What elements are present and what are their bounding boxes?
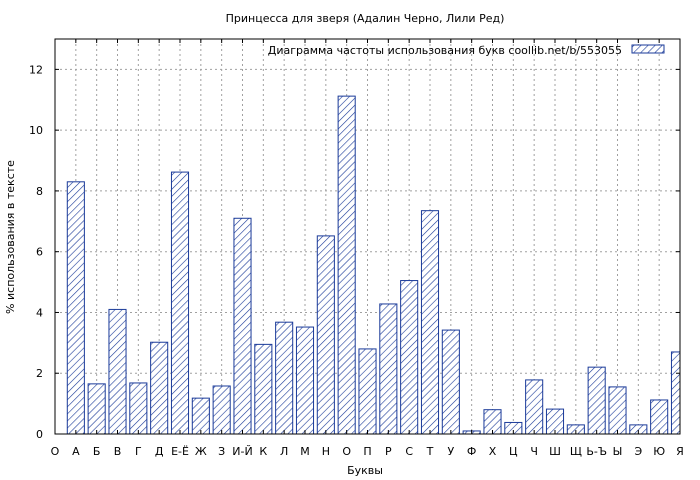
x-axis-label: Буквы — [347, 464, 383, 477]
bar-А — [66, 181, 85, 435]
x-tick-label: О — [342, 445, 351, 458]
x-tick-label: Э — [634, 445, 642, 458]
bar-Д — [150, 341, 169, 435]
bar-Б — [87, 383, 106, 435]
y-tick-label: 12 — [29, 63, 43, 76]
bar-Ы — [608, 386, 627, 435]
bar-У — [441, 329, 460, 435]
x-tick-label: Д — [155, 445, 164, 458]
x-tick-label: Ы — [613, 445, 623, 458]
x-tick-label: О — [51, 445, 60, 458]
bar-В — [108, 308, 127, 435]
x-tick-label: Х — [489, 445, 497, 458]
legend: Диаграмма частоты использования букв coo… — [268, 44, 665, 57]
x-tick-label: Б — [93, 445, 101, 458]
x-tick-label: Ш — [549, 445, 561, 458]
x-tick-label: П — [363, 445, 371, 458]
y-tick-label: 4 — [36, 306, 43, 319]
bar-Е-Ё — [170, 171, 190, 435]
bar-Ю — [650, 399, 669, 435]
y-tick-label: 8 — [36, 185, 43, 198]
x-tick-label: Щ — [570, 445, 582, 458]
x-tick-label: Я — [676, 445, 684, 458]
x-tick-label: А — [72, 445, 80, 458]
bar-Ь-Ъ — [587, 366, 606, 435]
y-tick-label: 10 — [29, 124, 43, 137]
y-axis-label: % использования в тексте — [4, 160, 17, 314]
bar-З — [212, 385, 231, 435]
bar-М — [295, 326, 315, 435]
chart-title: Принцесса для зверя (Адалин Черно, Лили … — [226, 12, 505, 25]
y-tick-label: 0 — [36, 428, 43, 441]
x-tick-label: Р — [385, 445, 392, 458]
bar-С — [400, 280, 419, 435]
legend-text: Диаграмма частоты использования букв coo… — [268, 44, 622, 57]
x-tick-label: Л — [280, 445, 288, 458]
bar-Г — [129, 382, 148, 435]
bar-О — [337, 95, 356, 435]
y-tick-label: 6 — [36, 246, 43, 259]
x-tick-label: Н — [322, 445, 330, 458]
bar-Ч — [525, 379, 544, 435]
y-ticks: 0 2 4 6 8 10 12 — [29, 63, 680, 441]
y-tick-label: 2 — [36, 367, 43, 380]
x-tick-label: Ч — [530, 445, 538, 458]
bars — [66, 95, 681, 435]
x-tick-label: И-Й — [232, 445, 252, 458]
legend-swatch — [631, 44, 665, 54]
bar-Я — [670, 351, 681, 435]
x-tick-label: Ц — [509, 445, 518, 458]
x-tick-label: Т — [426, 445, 434, 458]
x-tick-label: М — [300, 445, 310, 458]
x-tick-label: С — [405, 445, 413, 458]
x-tick-label: Е-Ё — [171, 445, 189, 458]
x-tick-label: Ф — [467, 445, 476, 458]
x-tick-label: В — [114, 445, 122, 458]
x-ticks: О А Б В Г Д Е-Ё Ж З И-Й К Л М Н О П Р С Т У Ф Х Ц Ч Ш Щ Ь-Ъ Ы Э Ю Я — [51, 39, 684, 458]
x-tick-label: Ю — [653, 445, 665, 458]
bar-Ж — [191, 397, 210, 435]
x-tick-label: Ж — [195, 445, 207, 458]
x-tick-label: З — [218, 445, 225, 458]
bar-Т — [420, 210, 440, 435]
x-tick-label: К — [259, 445, 267, 458]
bar-К — [254, 343, 273, 435]
bar-П — [358, 348, 377, 435]
bar-И-Й — [233, 217, 252, 435]
x-tick-label: Ь-Ъ — [586, 445, 607, 458]
x-tick-label: Г — [135, 445, 142, 458]
bar-Н — [316, 235, 335, 435]
x-tick-label: У — [447, 445, 454, 458]
bar-Р — [379, 303, 398, 435]
bar-Л — [275, 321, 294, 435]
